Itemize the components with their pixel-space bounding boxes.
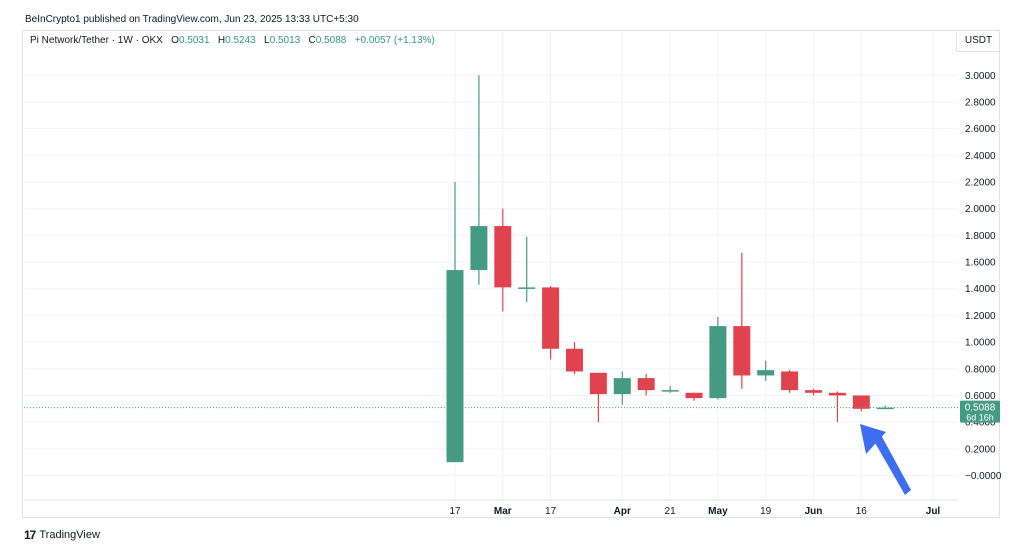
low-value: 0.5013 bbox=[269, 35, 301, 46]
annotation-arrow-shaft bbox=[874, 435, 911, 495]
candle-body[interactable] bbox=[637, 378, 655, 391]
high-value: 0.5243 bbox=[225, 35, 256, 46]
candle-body[interactable] bbox=[685, 392, 703, 399]
symbol-legend: Pi Network/Tether · 1W · OKX O0.5031 H0.… bbox=[30, 35, 435, 46]
x-tick-label: Mar bbox=[494, 506, 512, 517]
tradingview-logo-text: TradingView bbox=[39, 529, 100, 541]
y-tick-label: −0.0000 bbox=[965, 471, 1002, 482]
annotation-arrow-head bbox=[860, 424, 886, 454]
y-tick-label: 1.6000 bbox=[965, 258, 996, 269]
close-label: C bbox=[308, 35, 316, 46]
close-value: 0.5088 bbox=[315, 35, 347, 46]
y-tick-label: 0.4000 bbox=[965, 418, 996, 429]
currency-button[interactable]: USDT bbox=[956, 31, 1000, 52]
y-tick-label: 2.0000 bbox=[965, 204, 996, 215]
candle-body[interactable] bbox=[709, 326, 727, 399]
change-value: +0.0057 (+1.13%) bbox=[354, 35, 435, 46]
y-tick-label: 1.2000 bbox=[965, 311, 996, 322]
annotation-arrow-icon bbox=[860, 424, 911, 495]
y-tick-label: 2.2000 bbox=[965, 178, 996, 189]
y-tick-label: 0.6000 bbox=[965, 391, 996, 402]
candle-body[interactable] bbox=[828, 392, 846, 396]
candle-body[interactable] bbox=[589, 372, 607, 395]
tradingview-logo[interactable]: 17 TradingView bbox=[24, 528, 100, 542]
open-value: 0.5031 bbox=[178, 35, 210, 46]
y-tick-label: 2.8000 bbox=[965, 97, 996, 108]
y-tick-label: 0.2000 bbox=[965, 444, 996, 455]
candle-body[interactable] bbox=[470, 226, 488, 271]
x-tick-label: Apr bbox=[614, 506, 631, 517]
y-tick-label: 0.8000 bbox=[965, 364, 996, 375]
low-label: L bbox=[264, 35, 270, 46]
candle-body[interactable] bbox=[518, 287, 536, 289]
x-tick-label: Jun bbox=[805, 506, 823, 517]
y-tick-label: 2.6000 bbox=[965, 124, 996, 135]
candle-body[interactable] bbox=[876, 407, 894, 410]
open-label: O bbox=[171, 35, 179, 46]
last-price-label: 0.5088 bbox=[965, 403, 996, 414]
x-tick-label: May bbox=[708, 506, 728, 517]
candle-body[interactable] bbox=[661, 390, 679, 392]
x-tick-label: Jul bbox=[926, 506, 941, 517]
symbol-name[interactable]: Pi Network/Tether · 1W · OKX bbox=[30, 35, 163, 46]
x-tick-label: 21 bbox=[665, 506, 677, 517]
x-tick-label: 16 bbox=[856, 506, 868, 517]
high-label: H bbox=[217, 35, 226, 46]
x-tick-label: 19 bbox=[760, 506, 772, 517]
x-tick-label: 17 bbox=[449, 506, 461, 517]
candle-body[interactable] bbox=[852, 395, 870, 409]
y-tick-label: 1.8000 bbox=[965, 231, 996, 242]
candle-body[interactable] bbox=[566, 348, 583, 372]
y-tick-label: 2.4000 bbox=[965, 151, 996, 162]
y-tick-label: 1.4000 bbox=[965, 284, 996, 295]
candle-body[interactable] bbox=[733, 326, 751, 376]
candle-body[interactable] bbox=[757, 370, 775, 376]
y-tick-label: 1.0000 bbox=[965, 338, 996, 349]
y-tick-label: 3.0000 bbox=[965, 71, 996, 82]
chart-frame[interactable] bbox=[22, 30, 1000, 518]
candle-body[interactable] bbox=[805, 390, 822, 393]
candle-body[interactable] bbox=[613, 378, 631, 395]
x-tick-label: 17 bbox=[545, 506, 557, 517]
candle-body[interactable] bbox=[781, 371, 799, 391]
attribution-text: BeInCrypto1 published on TradingView.com… bbox=[25, 14, 359, 25]
candle-body[interactable] bbox=[446, 270, 464, 463]
last-price-badge bbox=[960, 400, 1000, 423]
bar-countdown-label: 6d 16h bbox=[966, 413, 994, 423]
candle-body[interactable] bbox=[494, 226, 512, 288]
candle-body[interactable] bbox=[542, 287, 560, 349]
tradingview-logo-icon: 17 bbox=[24, 528, 36, 542]
